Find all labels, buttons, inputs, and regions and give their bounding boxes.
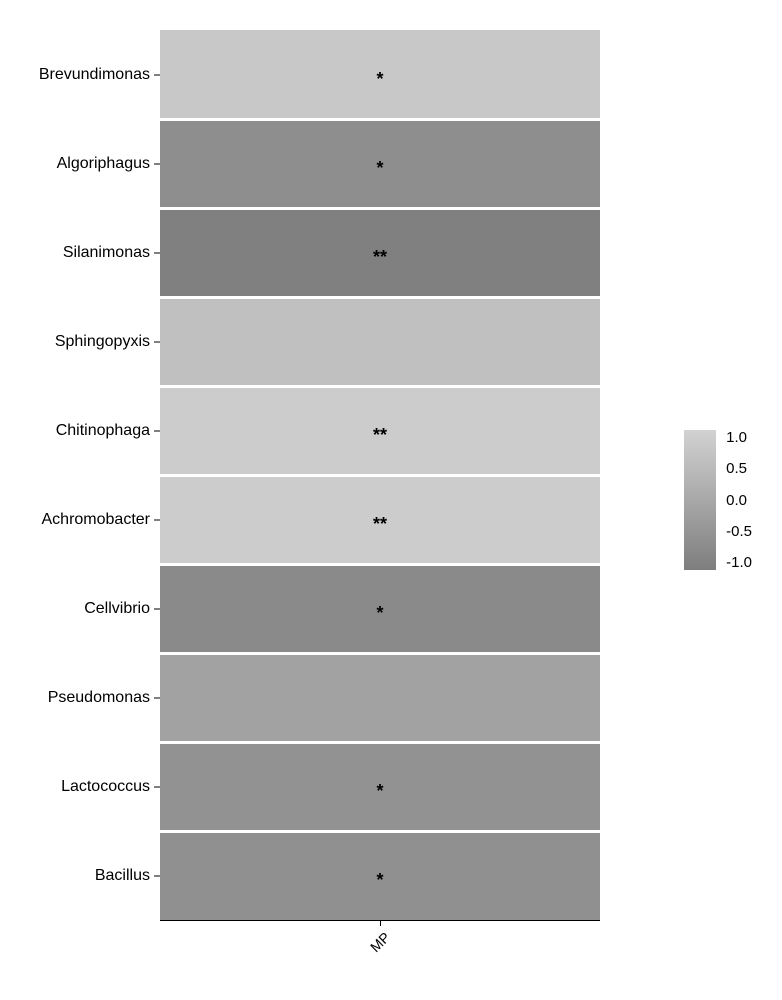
y-axis-label: Bacillus [0,867,150,885]
legend-tick-label: -1.0 [726,555,752,570]
significance-marker: * [376,871,383,889]
heatmap-row: ** [160,208,600,297]
heatmap-chart: *********** MP BrevundimonasAlgoriphagus… [0,30,620,970]
significance-marker: * [376,782,383,800]
row-separator [160,830,600,833]
row-separator [160,741,600,744]
significance-marker: ** [373,426,387,444]
row-separator [160,474,600,477]
heatmap-row: ** [160,386,600,475]
legend-tick-label: -0.5 [726,524,752,539]
x-axis-tick [380,920,381,926]
row-separator [160,118,600,121]
row-separator [160,563,600,566]
row-separator [160,652,600,655]
y-axis-label: Brevundimonas [0,66,150,84]
plot-area: *********** MP [160,30,600,921]
y-axis-label: Algoriphagus [0,155,150,173]
legend-tick-label: 0.5 [726,461,752,476]
x-axis-label: MP [367,929,393,955]
heatmap-row: * [160,30,600,119]
heatmap-row: * [160,564,600,653]
significance-marker: * [376,604,383,622]
heatmap-row: * [160,742,600,831]
y-axis-label: Chitinophaga [0,422,150,440]
significance-marker: * [376,70,383,88]
heatmap-row: ** [160,475,600,564]
legend-tick-label: 0.0 [726,493,752,508]
y-axis-label: Lactococcus [0,778,150,796]
heatmap-row [160,653,600,742]
significance-marker: ** [373,248,387,266]
y-axis-label: Cellvibrio [0,600,150,618]
significance-marker: ** [373,515,387,533]
legend-labels: 1.0 0.5 0.0 -0.5 -1.0 [726,430,752,570]
row-separator [160,296,600,299]
y-axis-label: Sphingopyxis [0,333,150,351]
legend-gradient-bar [684,430,716,570]
heatmap-row [160,297,600,386]
legend-tick-label: 1.0 [726,430,752,445]
heatmap-row: * [160,831,600,920]
significance-marker: * [376,159,383,177]
y-axis-label: Achromobacter [0,511,150,529]
heatmap-row: * [160,119,600,208]
row-separator [160,207,600,210]
y-axis-label: Pseudomonas [0,689,150,707]
y-axis-label: Silanimonas [0,244,150,262]
color-legend: 1.0 0.5 0.0 -0.5 -1.0 [684,430,752,570]
row-separator [160,385,600,388]
